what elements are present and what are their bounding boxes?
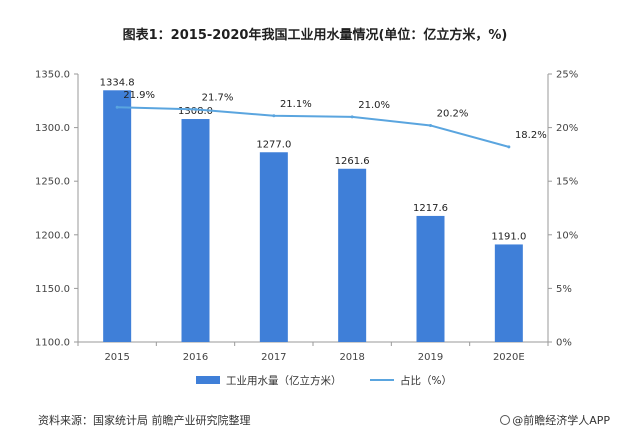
bar-value-label: 1308.0 <box>178 106 213 117</box>
chart-title: 图表1：2015-2020年我国工业用水量情况(单位：亿立方米，%) <box>122 28 508 43</box>
line-value-label: 18.2% <box>515 130 547 141</box>
line-value-label: 21.1% <box>280 99 312 110</box>
line-value-label: 21.7% <box>202 92 234 103</box>
line-point <box>115 105 119 109</box>
brand-logo-icon <box>500 415 511 425</box>
line-value-label: 21.0% <box>358 100 390 111</box>
line-point <box>350 115 354 119</box>
legend-bar-swatch <box>196 376 220 384</box>
source-note: 资料来源：国家统计局 前瞻产业研究院整理 <box>38 414 251 427</box>
bar <box>338 168 367 342</box>
bar <box>103 90 132 342</box>
bar-series: 1334.8 1308.0 1277.0 1261.6 1217.6 1191.0 <box>100 77 526 342</box>
bar-value-label: 1261.6 <box>335 156 370 167</box>
y-right-tick-label: 10% <box>556 230 578 241</box>
y-right-tick-label: 0% <box>556 338 572 349</box>
y-right-tick-label: 25% <box>556 70 578 81</box>
line-series: 21.9% 21.7% 21.1% 21.0% 20.2% 18.2% <box>115 90 547 149</box>
bar <box>416 215 445 342</box>
bar-value-label: 1191.0 <box>491 231 526 242</box>
line-point <box>194 107 197 111</box>
bar-value-label: 1217.6 <box>413 203 448 214</box>
brand-note: @前瞻经济学人APP <box>500 412 610 428</box>
y-left-tick-label: 1200.0 <box>35 230 70 241</box>
bar <box>181 119 210 342</box>
line-value-label: 20.2% <box>437 108 469 119</box>
chart-axes: 1100.0 1150.0 1200.0 1250.0 1300.0 1350.0 0% 5%… <box>35 70 578 364</box>
y-right-tick-label: 15% <box>556 177 578 188</box>
x-tick-label: 2019 <box>418 352 443 363</box>
y-left-tick-label: 1150.0 <box>35 284 70 295</box>
bar-value-label: 1277.0 <box>256 139 291 150</box>
x-tick-label: 2015 <box>104 352 129 363</box>
bar <box>494 244 523 342</box>
y-right-tick-label: 5% <box>556 284 572 295</box>
x-tick-label: 2018 <box>339 352 364 363</box>
bar <box>259 152 288 342</box>
chart-legend: 工业用水量（亿立方米） 占比（%） <box>196 374 452 387</box>
legend-line-label: 占比（%） <box>400 374 452 387</box>
line-point <box>507 145 511 149</box>
line-point <box>272 114 276 118</box>
y-left-tick-label: 1300.0 <box>35 123 70 134</box>
legend-bar-label: 工业用水量（亿立方米） <box>226 374 342 387</box>
y-left-tick-label: 1250.0 <box>35 177 70 188</box>
line-value-label: 21.9% <box>123 90 155 101</box>
brand-text: @前瞻经济学人APP <box>512 414 610 427</box>
x-tick-label: 2017 <box>261 352 286 363</box>
y-right-tick-label: 20% <box>556 123 578 134</box>
y-left-tick-label: 1350.0 <box>35 70 70 81</box>
x-tick-label: 2016 <box>183 352 208 363</box>
line-point <box>429 123 432 127</box>
y-left-tick-label: 1100.0 <box>35 338 70 349</box>
x-tick-label: 2020E <box>493 352 525 363</box>
line-path <box>117 106 510 148</box>
bar-value-label: 1334.8 <box>100 77 135 88</box>
